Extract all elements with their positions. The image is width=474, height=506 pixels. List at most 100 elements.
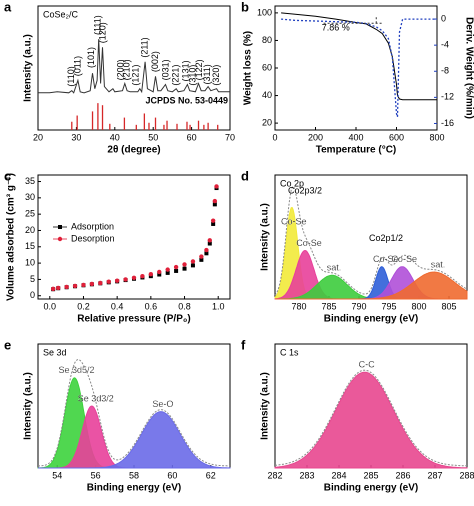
point [190, 263, 195, 268]
x-axis-label: Binding energy (eV) [324, 483, 418, 494]
x-tick-label: 285 [363, 470, 378, 480]
x-axis-label: 2θ (degree) [107, 145, 160, 156]
point [81, 282, 86, 288]
x-tick-label: 288 [459, 470, 474, 480]
x-tick-label: 600 [389, 132, 404, 142]
peak-label: (200) [115, 59, 125, 80]
point [182, 266, 187, 271]
y2-tick-label: -8 [441, 66, 449, 76]
x-tick-label: 785 [321, 301, 336, 311]
annotation: Co2p1/2 [369, 233, 403, 243]
point [190, 259, 196, 264]
y-axis-label: Intensity (a.u.) [260, 372, 271, 440]
point [182, 262, 187, 267]
point [214, 184, 219, 189]
y2-tick-label: 0 [441, 13, 446, 23]
y-tick-label: 10 [25, 257, 35, 267]
point [114, 278, 120, 283]
point [174, 268, 179, 273]
x-axis-label: Binding energy (eV) [87, 483, 181, 494]
point [212, 202, 217, 207]
annotation: 7.86 % [322, 22, 350, 32]
point [204, 247, 209, 253]
y2-tick-label: -16 [441, 118, 454, 128]
point [212, 198, 218, 204]
peak-label: (311) [202, 64, 212, 84]
x-tick-label: 1.0 [212, 301, 225, 311]
y-tick-label: 20 [25, 225, 35, 235]
point [64, 284, 69, 290]
y-tick-label: 100 [257, 7, 272, 17]
x-tick-label: 795 [381, 301, 396, 311]
peak-label: (101) [86, 47, 96, 68]
point [210, 218, 216, 223]
x-tick-label: 58 [129, 470, 139, 480]
point [173, 264, 179, 270]
peak-label: (122) [194, 59, 204, 80]
panel-letter: e [4, 337, 11, 352]
point [199, 254, 204, 259]
x-tick-label: 0 [272, 132, 277, 142]
x-tick-label: 287 [427, 470, 442, 480]
x-tick-label: 805 [441, 301, 456, 311]
y-tick-label: 20 [262, 117, 272, 127]
panel-title: CoSe₂/C [43, 9, 79, 19]
peak-label: (110) [66, 66, 76, 86]
peak-label: (320) [211, 65, 221, 86]
peak-name: Se-O [152, 399, 173, 409]
point [157, 269, 162, 275]
point [204, 251, 209, 256]
data-line [281, 18, 437, 118]
x-tick-label: 0.2 [77, 301, 90, 311]
envelope [274, 185, 468, 296]
y-tick-label: 15 [25, 241, 35, 251]
x-axis-label: Relative pressure (P/P₀) [77, 314, 190, 325]
x-tick-label: 800 [411, 301, 426, 311]
x-tick-label: 54 [52, 470, 62, 480]
peak-name: C-C [359, 360, 375, 370]
point [106, 279, 111, 284]
panel-letter: b [241, 0, 249, 14]
y-axis-label: Intensity (a.u.) [23, 34, 34, 102]
peak-label: (031) [161, 59, 171, 80]
point [207, 238, 212, 243]
annotation: Co2p3/2 [288, 186, 322, 196]
peak-label: (111) [92, 15, 102, 35]
panel-letter: d [241, 168, 249, 183]
x-tick-label: 70 [225, 132, 235, 142]
point [140, 273, 145, 279]
point [123, 277, 128, 282]
y-tick-label: 35 [25, 176, 35, 186]
fit-peak [274, 371, 468, 469]
peak-name: Se 3d3/2 [78, 393, 114, 403]
peak-label: (121) [131, 65, 141, 86]
x-tick-label: 800 [429, 132, 444, 142]
x-tick-label: 60 [167, 470, 177, 480]
panel-letter: a [4, 0, 12, 14]
point [157, 272, 162, 277]
x-tick-label: 400 [348, 132, 363, 142]
peak-name: sat. [431, 259, 446, 269]
x-tick-label: 283 [299, 470, 314, 480]
fit-peak [38, 411, 231, 469]
peak-name: sat. [327, 263, 342, 273]
y-tick-label: 25 [25, 209, 35, 219]
x-tick-label: 0.6 [145, 301, 158, 311]
x-axis-label: Temperature (°C) [316, 145, 397, 156]
envelope [275, 369, 467, 467]
y-axis-label: Volume adsorbed (cm³ g⁻¹) [6, 173, 17, 301]
panel-title: Co 2p [280, 178, 304, 188]
point [56, 285, 61, 291]
y-tick-label: 80 [262, 35, 272, 45]
point [72, 283, 78, 289]
peak-name: Co-Se [296, 238, 322, 248]
plot-frame [274, 5, 438, 131]
peak-label: (002) [150, 51, 160, 72]
peak-label: (120) [98, 22, 108, 43]
panel-letter: f [241, 337, 246, 352]
plot-frame [37, 5, 231, 131]
x-tick-label: 40 [110, 132, 120, 142]
x-tick-label: 60 [187, 132, 197, 142]
x-axis-label: Binding energy (eV) [324, 314, 418, 325]
